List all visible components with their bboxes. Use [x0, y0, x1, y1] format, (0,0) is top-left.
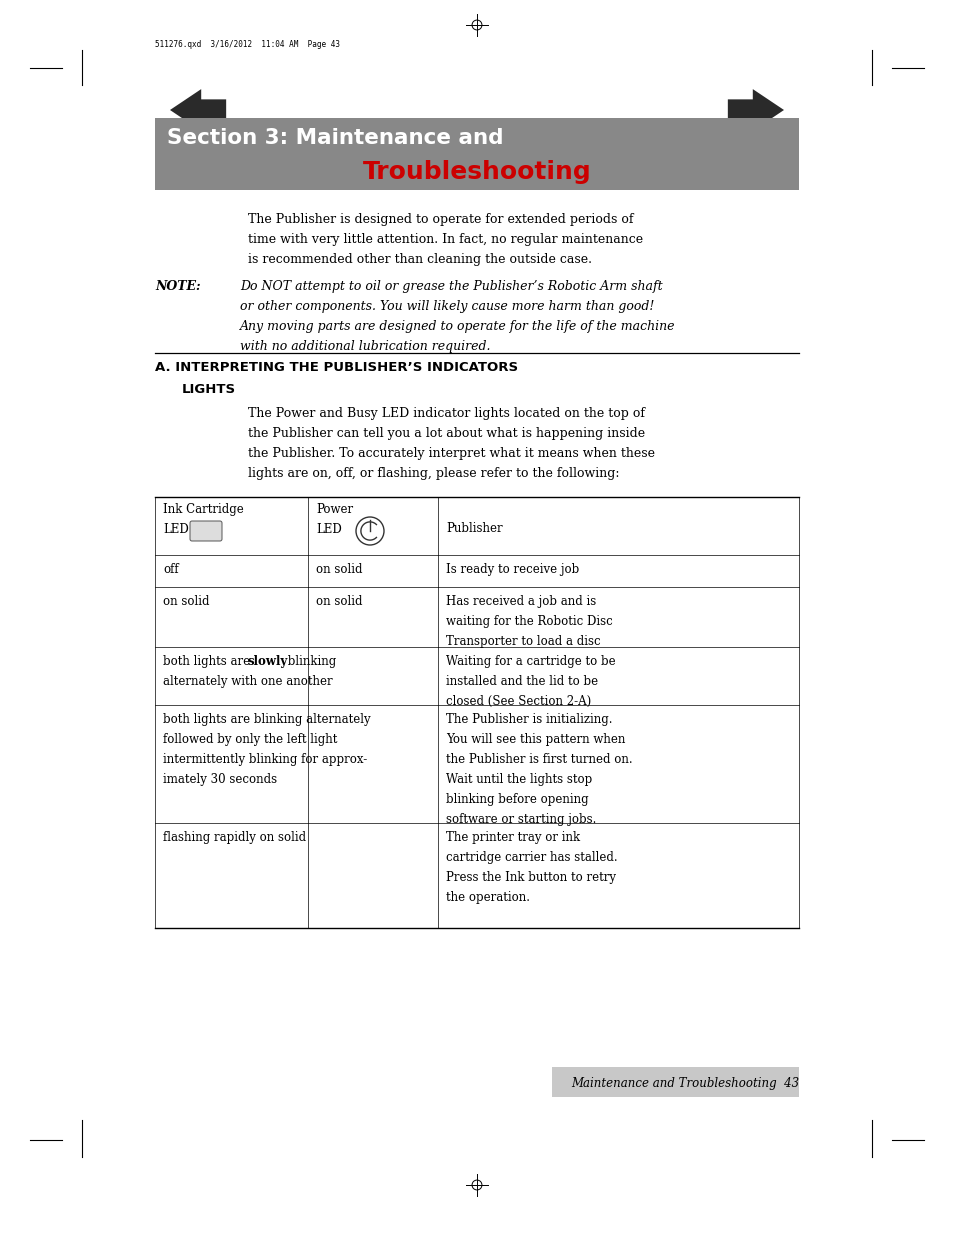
Text: Section 3: Maintenance and: Section 3: Maintenance and: [167, 128, 503, 148]
FancyBboxPatch shape: [552, 1067, 799, 1097]
Text: closed (See Section 2-A): closed (See Section 2-A): [446, 695, 591, 708]
Text: on solid: on solid: [315, 595, 362, 608]
Text: Troubleshooting: Troubleshooting: [362, 161, 591, 184]
Text: Transporter to load a disc: Transporter to load a disc: [446, 635, 600, 648]
Text: with no additional lubrication required.: with no additional lubrication required.: [240, 340, 490, 353]
Text: intermittently blinking for approx-: intermittently blinking for approx-: [163, 753, 367, 766]
Text: cartridge carrier has stalled.: cartridge carrier has stalled.: [446, 851, 617, 864]
Text: Has received a job and is: Has received a job and is: [446, 595, 596, 608]
Text: on solid: on solid: [163, 595, 210, 608]
Text: NOTE:: NOTE:: [154, 280, 200, 293]
Text: installed and the lid to be: installed and the lid to be: [446, 676, 598, 688]
Text: Maintenance and Troubleshooting  43: Maintenance and Troubleshooting 43: [570, 1077, 799, 1089]
Text: LIGHTS: LIGHTS: [182, 383, 236, 396]
Text: on solid: on solid: [315, 563, 362, 576]
FancyBboxPatch shape: [154, 119, 799, 190]
Text: The Publisher is designed to operate for extended periods of: The Publisher is designed to operate for…: [248, 212, 633, 226]
Text: LED: LED: [163, 522, 189, 536]
Text: Wait until the lights stop: Wait until the lights stop: [446, 773, 592, 785]
Polygon shape: [170, 89, 226, 131]
Text: Do NOT attempt to oil or grease the Publisher’s Robotic Arm shaft: Do NOT attempt to oil or grease the Publ…: [240, 280, 662, 293]
Text: off: off: [163, 563, 178, 576]
Text: You will see this pattern when: You will see this pattern when: [446, 734, 625, 746]
Text: The printer tray or ink: The printer tray or ink: [446, 831, 579, 844]
Text: both lights are blinking alternately: both lights are blinking alternately: [163, 713, 370, 726]
Text: the operation.: the operation.: [446, 890, 530, 904]
Text: 511276.qxd  3/16/2012  11:04 AM  Page 43: 511276.qxd 3/16/2012 11:04 AM Page 43: [154, 40, 339, 49]
Text: Any moving parts are designed to operate for the life of the machine: Any moving parts are designed to operate…: [240, 320, 675, 333]
Text: blinking: blinking: [284, 655, 335, 668]
Text: Power: Power: [315, 503, 353, 516]
Text: the Publisher can tell you a lot about what is happening inside: the Publisher can tell you a lot about w…: [248, 427, 644, 440]
Polygon shape: [727, 89, 783, 131]
Text: Is ready to receive job: Is ready to receive job: [446, 563, 578, 576]
Text: The Publisher is initializing.: The Publisher is initializing.: [446, 713, 612, 726]
Text: flashing rapidly on solid: flashing rapidly on solid: [163, 831, 306, 844]
Text: or other components. You will likely cause more harm than good!: or other components. You will likely cau…: [240, 300, 654, 312]
Text: alternately with one another: alternately with one another: [163, 676, 333, 688]
Text: Press the Ink button to retry: Press the Ink button to retry: [446, 871, 616, 884]
Text: Ink Cartridge: Ink Cartridge: [163, 503, 244, 516]
Text: A. INTERPRETING THE PUBLISHER’S INDICATORS: A. INTERPRETING THE PUBLISHER’S INDICATO…: [154, 361, 517, 374]
Text: followed by only the left light: followed by only the left light: [163, 734, 337, 746]
Text: Waiting for a cartridge to be: Waiting for a cartridge to be: [446, 655, 615, 668]
Text: time with very little attention. In fact, no regular maintenance: time with very little attention. In fact…: [248, 233, 642, 246]
Text: Publisher: Publisher: [446, 522, 502, 535]
Text: software or starting jobs.: software or starting jobs.: [446, 813, 596, 826]
Text: waiting for the Robotic Disc: waiting for the Robotic Disc: [446, 615, 612, 629]
Text: both lights are: both lights are: [163, 655, 253, 668]
FancyBboxPatch shape: [190, 521, 222, 541]
Text: The Power and Busy LED indicator lights located on the top of: The Power and Busy LED indicator lights …: [248, 408, 644, 420]
Text: the Publisher. To accurately interpret what it means when these: the Publisher. To accurately interpret w…: [248, 447, 655, 459]
Text: lights are on, off, or flashing, please refer to the following:: lights are on, off, or flashing, please …: [248, 467, 618, 480]
Text: is recommended other than cleaning the outside case.: is recommended other than cleaning the o…: [248, 253, 592, 266]
Text: LED: LED: [315, 522, 341, 536]
Text: blinking before opening: blinking before opening: [446, 793, 588, 806]
Text: the Publisher is first turned on.: the Publisher is first turned on.: [446, 753, 632, 766]
Text: imately 30 seconds: imately 30 seconds: [163, 773, 276, 785]
Text: slowly: slowly: [247, 655, 288, 668]
